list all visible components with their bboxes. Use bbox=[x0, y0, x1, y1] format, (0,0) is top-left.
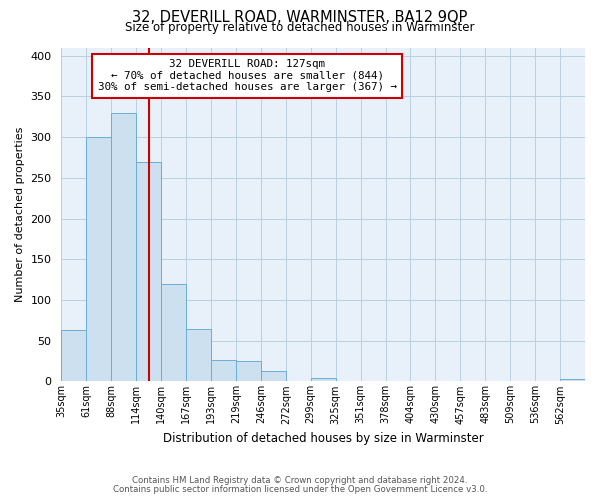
Bar bbox=[161, 284, 186, 382]
Y-axis label: Number of detached properties: Number of detached properties bbox=[15, 127, 25, 302]
Bar bbox=[311, 378, 335, 382]
Text: Size of property relative to detached houses in Warminster: Size of property relative to detached ho… bbox=[125, 21, 475, 34]
Bar bbox=[86, 137, 111, 382]
Bar bbox=[186, 330, 211, 382]
Bar bbox=[261, 371, 286, 382]
Bar bbox=[61, 330, 86, 382]
X-axis label: Distribution of detached houses by size in Warminster: Distribution of detached houses by size … bbox=[163, 432, 484, 445]
Bar bbox=[211, 360, 236, 382]
Bar bbox=[236, 361, 261, 382]
Bar bbox=[560, 379, 585, 382]
Text: Contains public sector information licensed under the Open Government Licence v3: Contains public sector information licen… bbox=[113, 484, 487, 494]
Text: Contains HM Land Registry data © Crown copyright and database right 2024.: Contains HM Land Registry data © Crown c… bbox=[132, 476, 468, 485]
Bar bbox=[111, 112, 136, 382]
Text: 32, DEVERILL ROAD, WARMINSTER, BA12 9QP: 32, DEVERILL ROAD, WARMINSTER, BA12 9QP bbox=[133, 10, 467, 25]
Text: 32 DEVERILL ROAD: 127sqm
← 70% of detached houses are smaller (844)
30% of semi-: 32 DEVERILL ROAD: 127sqm ← 70% of detach… bbox=[98, 59, 397, 92]
Bar bbox=[136, 162, 161, 382]
